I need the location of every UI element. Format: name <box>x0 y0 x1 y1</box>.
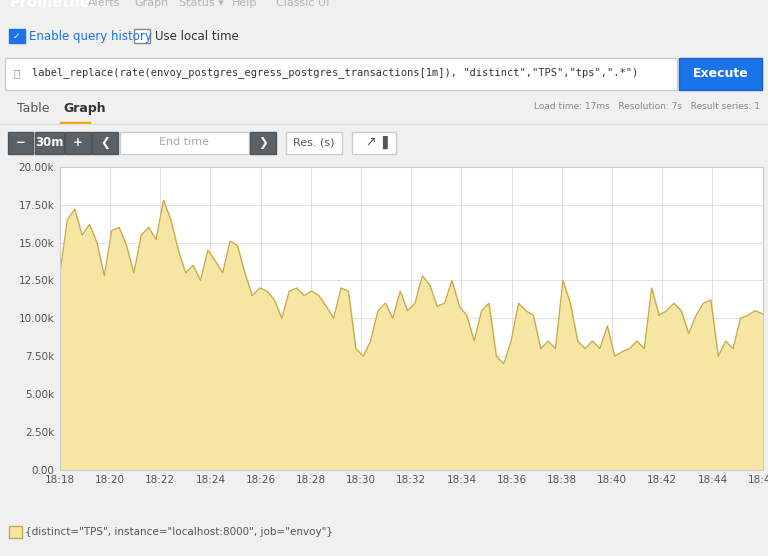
Text: Execute: Execute <box>693 67 748 80</box>
Bar <box>9 526 22 538</box>
Text: 🔍: 🔍 <box>13 68 19 78</box>
Text: Use local time: Use local time <box>155 29 239 43</box>
Text: Prometheus: Prometheus <box>10 0 110 10</box>
Text: ↗: ↗ <box>365 136 376 149</box>
Text: Load time: 17ms   Resolution: 7s   Result series: 1: Load time: 17ms Resolution: 7s Result se… <box>535 102 760 111</box>
Text: {distinct="TPS", instance="localhost:8000", job="envoy"}: {distinct="TPS", instance="localhost:800… <box>25 527 333 537</box>
Bar <box>35 132 64 154</box>
Text: label_replace(rate(envoy_postgres_egress_postgres_transactions[1m]), "distinct",: label_replace(rate(envoy_postgres_egress… <box>32 67 638 78</box>
Text: Res. (s): Res. (s) <box>293 137 334 147</box>
Text: Help: Help <box>232 0 257 8</box>
Bar <box>9 29 25 43</box>
Text: Table: Table <box>17 102 49 115</box>
Text: +: + <box>73 136 83 149</box>
Bar <box>134 29 150 43</box>
Text: ✓: ✓ <box>13 32 21 41</box>
Bar <box>352 132 396 154</box>
Text: 30m: 30m <box>35 136 63 149</box>
Text: Enable query history: Enable query history <box>29 29 152 43</box>
Text: Graph: Graph <box>134 0 169 8</box>
Bar <box>5 58 677 90</box>
Bar <box>679 58 762 90</box>
Text: Status ▾: Status ▾ <box>179 0 223 8</box>
Bar <box>8 132 33 154</box>
Text: ▌: ▌ <box>382 136 392 149</box>
Bar <box>65 132 91 154</box>
Text: End time: End time <box>159 137 210 147</box>
Bar <box>286 132 342 154</box>
Bar <box>120 132 249 154</box>
Text: Graph: Graph <box>63 102 106 115</box>
Text: ❮: ❮ <box>100 136 110 149</box>
Text: ❯: ❯ <box>258 136 268 149</box>
Text: Classic UI: Classic UI <box>276 0 329 8</box>
Text: −: − <box>15 136 25 149</box>
Bar <box>250 132 276 154</box>
Bar <box>92 132 118 154</box>
Text: Alerts: Alerts <box>88 0 121 8</box>
